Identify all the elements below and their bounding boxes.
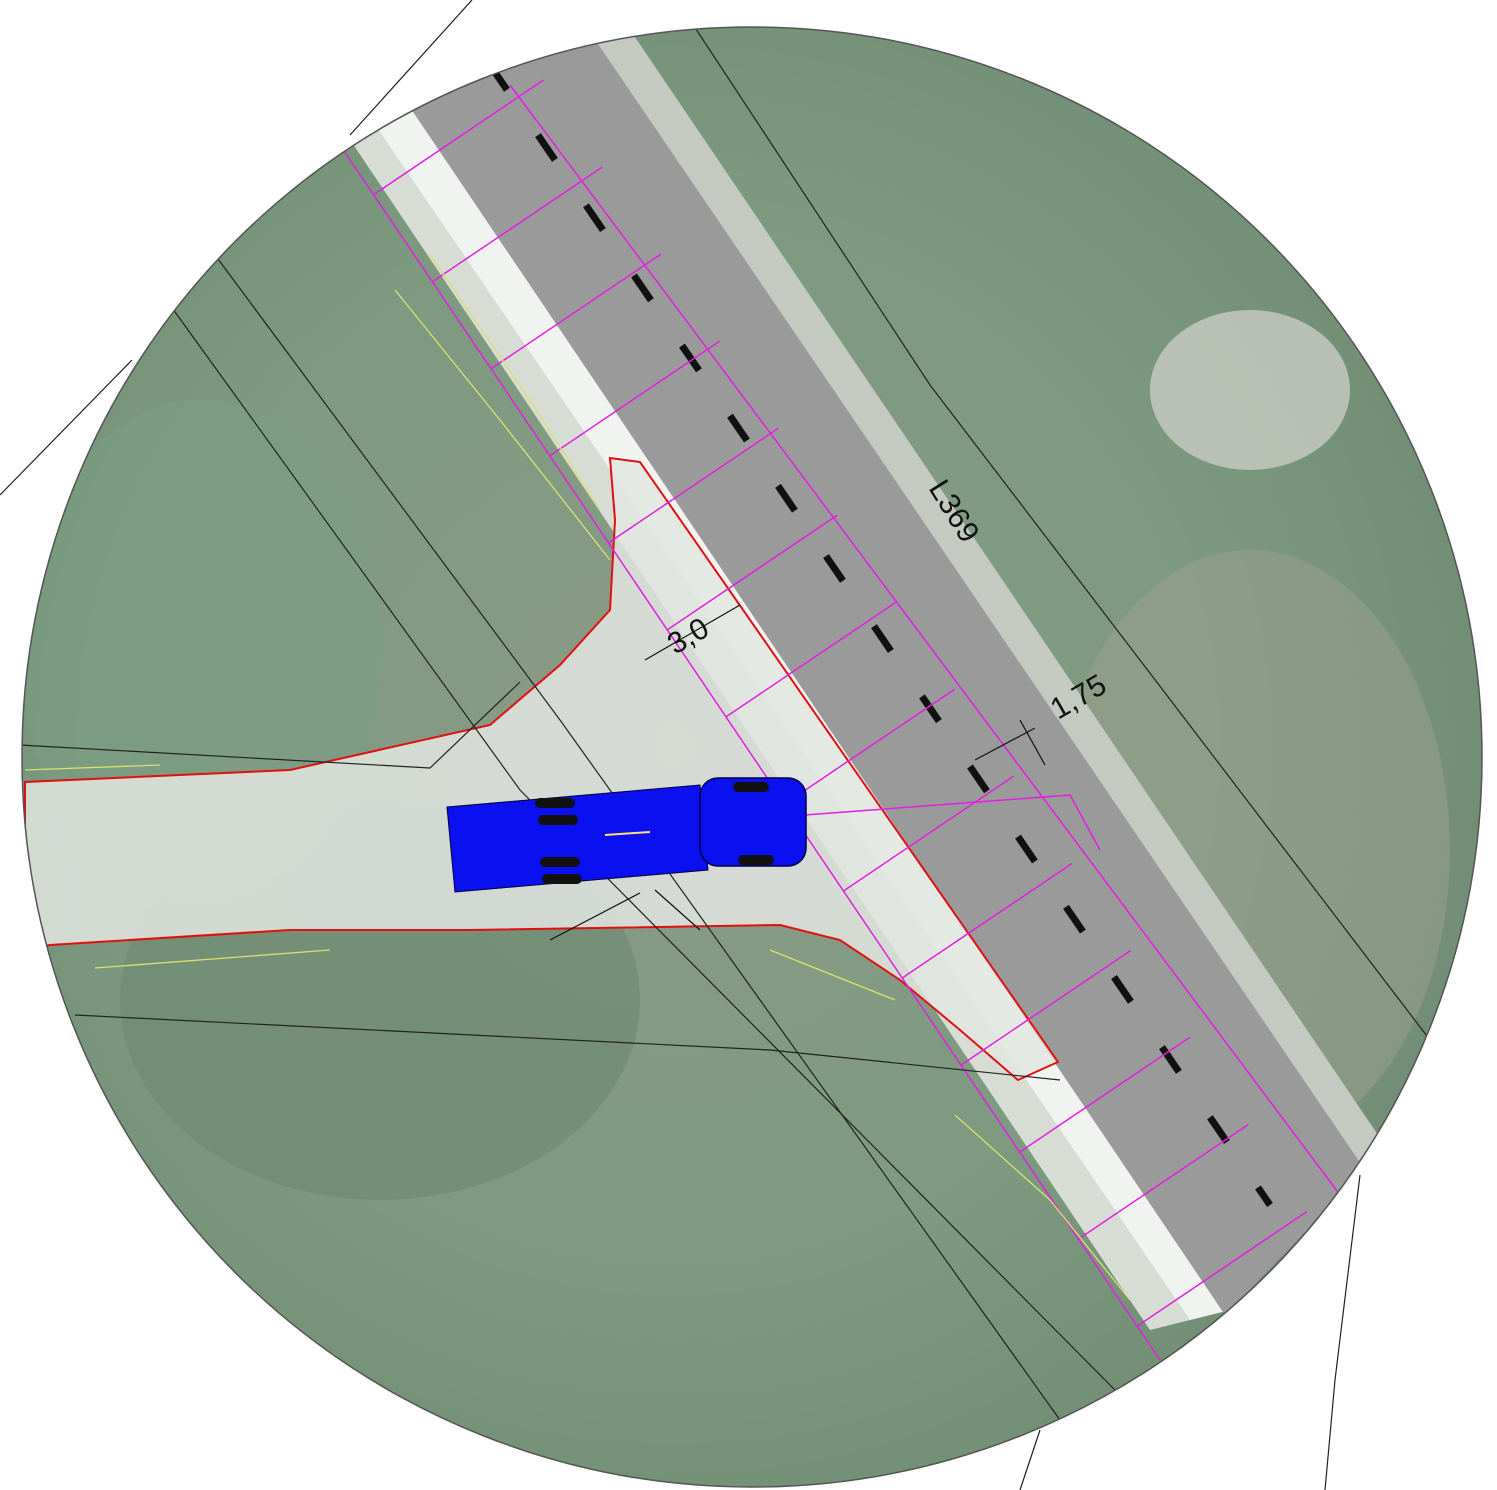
lane-grid xyxy=(666,514,838,631)
truck xyxy=(446,777,807,893)
lane-grid xyxy=(608,427,779,544)
lane-grid xyxy=(725,601,897,718)
lane-grid xyxy=(549,340,721,457)
lane-grid xyxy=(1078,1123,1249,1240)
lane-grid xyxy=(960,949,1132,1066)
lane-grid xyxy=(373,79,544,196)
parcel-lines-outside xyxy=(0,0,1361,1490)
lane-grid xyxy=(843,775,1014,892)
lane-grid xyxy=(431,166,603,283)
lane-grid xyxy=(784,688,956,805)
lane-grid xyxy=(490,253,662,370)
lane-grid xyxy=(1136,1210,1308,1327)
lane-grid xyxy=(901,862,1073,979)
lane-grid xyxy=(1019,1036,1191,1153)
view-frame xyxy=(21,26,1483,1488)
